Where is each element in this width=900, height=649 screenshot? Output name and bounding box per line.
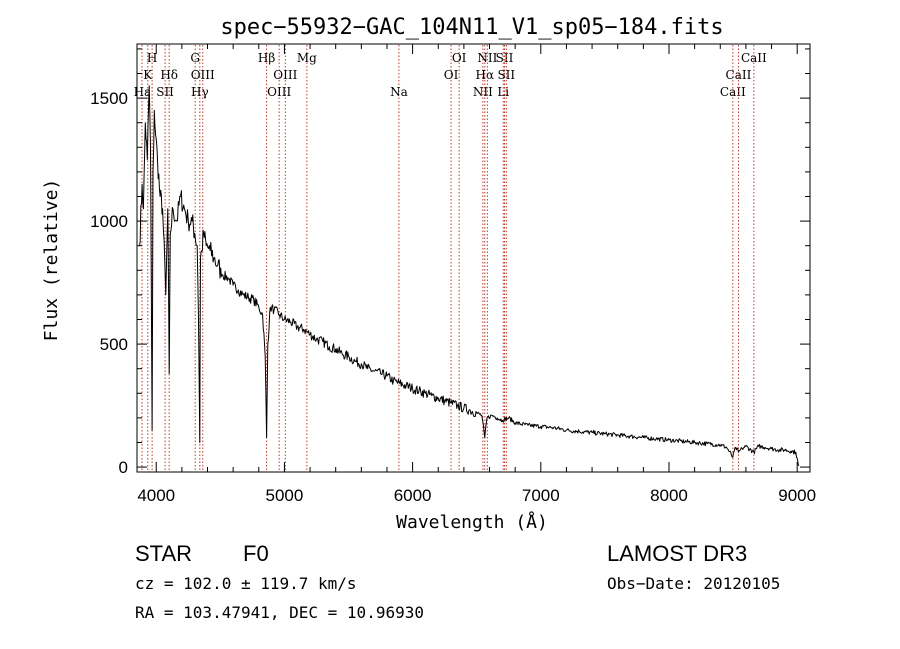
reference-line-label: Na bbox=[390, 85, 408, 99]
y-axis-label: Flux (relative) bbox=[41, 179, 62, 342]
reference-line-label: G bbox=[190, 51, 200, 65]
x-tick-label: 5000 bbox=[266, 486, 304, 505]
y-tick-label: 0 bbox=[119, 458, 128, 477]
reference-line-label: Hε bbox=[134, 85, 151, 99]
x-tick-label: 6000 bbox=[394, 486, 432, 505]
reference-line-label: CaII bbox=[741, 51, 767, 65]
y-tick-label: 500 bbox=[100, 335, 128, 354]
survey-name: LAMOST DR3 bbox=[607, 541, 747, 566]
reference-line-label: Li bbox=[497, 85, 509, 99]
object-class: STAR bbox=[135, 541, 192, 566]
reference-line-label: OI bbox=[444, 68, 459, 82]
reference-line-label: NII bbox=[477, 51, 497, 65]
reference-line-label: NII bbox=[473, 85, 493, 99]
reference-line-label: OI bbox=[452, 51, 467, 65]
chart-title: spec−55932−GAC_104N11_V1_sp05−184.fits bbox=[220, 15, 723, 40]
x-tick-label: 4000 bbox=[137, 486, 175, 505]
reference-line-label: Mg bbox=[297, 51, 317, 65]
reference-line-label: OIII bbox=[273, 68, 297, 82]
reference-line-label: Hβ bbox=[258, 51, 275, 65]
axes: 4000 5000 6000 7000 8000 9000 0 500 1000 1500 bbox=[90, 44, 816, 505]
reference-line-label: CaII bbox=[720, 85, 746, 99]
observation-date: Obs−Date: 20120105 bbox=[607, 574, 780, 593]
spectrum-series-group bbox=[139, 85, 799, 466]
coordinates: RA = 103.47941, DEC = 10.96930 bbox=[135, 603, 424, 622]
reference-lines: HεKHSIIHδGOIIIHγHβOIIIOIIIMgNaOIOINIIHαN… bbox=[134, 45, 767, 471]
reference-line-label: CaII bbox=[726, 68, 752, 82]
reference-line-label: Hγ bbox=[191, 85, 209, 99]
x-tick-label: 8000 bbox=[650, 486, 688, 505]
reference-line-label: OIII bbox=[191, 68, 215, 82]
plot-frame bbox=[136, 43, 811, 473]
reference-line-label: SII bbox=[496, 51, 514, 65]
reference-line-label: Hα bbox=[475, 68, 494, 82]
reference-line-label: OIII bbox=[267, 85, 291, 99]
reference-line-label: K bbox=[143, 68, 153, 82]
reference-line-label: H bbox=[147, 51, 157, 65]
x-tick-label: 7000 bbox=[522, 486, 560, 505]
spectrum-line bbox=[139, 85, 799, 466]
reference-line-label: SII bbox=[497, 68, 515, 82]
x-axis-label: Wavelength (Å) bbox=[396, 511, 548, 533]
reference-line-label: SII bbox=[156, 85, 174, 99]
y-tick-label: 1500 bbox=[90, 89, 128, 108]
object-subclass: F0 bbox=[243, 541, 269, 566]
redshift-velocity: cz = 102.0 ± 119.7 km/s bbox=[135, 574, 357, 593]
y-tick-label: 1000 bbox=[90, 212, 128, 231]
reference-line-label: Hδ bbox=[160, 68, 178, 82]
x-tick-label: 9000 bbox=[778, 486, 816, 505]
